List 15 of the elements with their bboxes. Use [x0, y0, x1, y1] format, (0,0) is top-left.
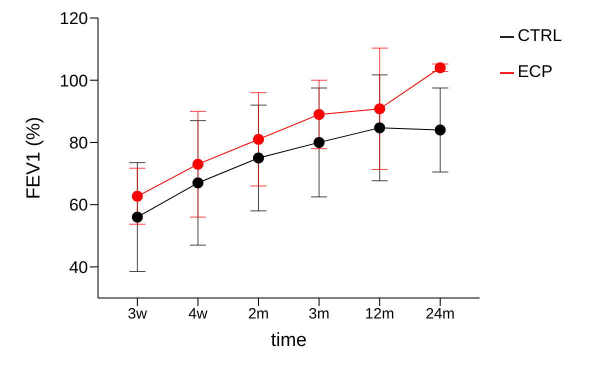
x-axis-title: time — [270, 330, 307, 351]
y-tick-label: 60 — [69, 196, 88, 215]
x-tick-label: 3w — [128, 306, 148, 323]
x-tick-label: 2m — [248, 306, 269, 323]
y-tick-label: 120 — [60, 9, 88, 28]
x-tick-label: 3m — [308, 306, 330, 323]
x-tick-label: 4w — [188, 306, 208, 323]
y-tick-label: 100 — [60, 71, 88, 90]
y-tick-label: 80 — [69, 133, 88, 152]
x-tick-label: 24m — [426, 306, 455, 323]
legend-label: ECP — [518, 62, 553, 81]
legend-label: CTRL — [518, 26, 562, 45]
y-tick-label: 40 — [69, 258, 88, 277]
x-tick-label: 12m — [365, 306, 394, 323]
y-axis-title: FEV1 (%) — [24, 116, 45, 200]
